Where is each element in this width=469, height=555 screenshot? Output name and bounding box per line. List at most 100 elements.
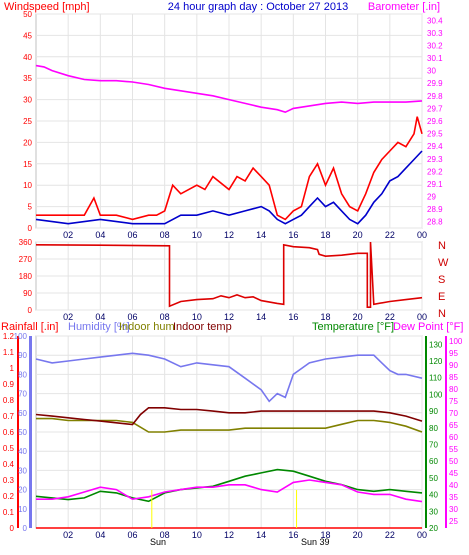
x-tick-label: 14 — [256, 230, 266, 240]
dewpoint-y-tick: 60 — [449, 433, 458, 442]
x-tick-label: 06 — [127, 230, 137, 240]
humidity-axis-title: Humidity [%] — [68, 321, 130, 333]
barometer-axis-title: Barometer [.in] — [368, 1, 440, 13]
dewpoint-axis-bar — [445, 336, 447, 528]
rainfall-axis-bar — [17, 336, 19, 528]
dewpoint-y-tick: 35 — [449, 493, 458, 502]
humidity-y-tick: 50 — [18, 428, 27, 437]
x-tick-label: 06 — [127, 530, 137, 540]
rain-y-tick: 0.1 — [3, 508, 15, 517]
x-tick-label: 18 — [320, 312, 330, 322]
dewpoint-y-tick: 70 — [449, 409, 458, 418]
direction-letter-1: W — [438, 257, 449, 269]
x-tick-label: 00 — [417, 312, 427, 322]
rain-y-tick: 0.9 — [3, 380, 15, 389]
x-tick-label: 16 — [288, 530, 298, 540]
wind-y-tick: 50 — [23, 10, 32, 19]
x-tick-label: 22 — [385, 530, 395, 540]
dewpoint-y-tick: 30 — [449, 505, 458, 514]
x-tick-label: 20 — [353, 312, 363, 322]
wind-y-tick: 40 — [23, 53, 32, 62]
x-tick-label: 18 — [320, 530, 330, 540]
rain-y-tick: 1.2 — [3, 332, 15, 341]
humidity-y-tick: 90 — [18, 351, 27, 360]
baro-y-tick: 30.4 — [427, 16, 443, 25]
direction-y-tick: 180 — [19, 272, 33, 281]
humidity-y-tick: 10 — [18, 505, 27, 514]
windspeed-line — [36, 116, 423, 221]
rainfall-axis-title: Rainfall [.in] — [1, 321, 58, 333]
temperature-y-tick: 80 — [429, 424, 438, 433]
baro-y-tick: 30.2 — [427, 41, 443, 50]
direction-letter-0: N — [438, 240, 446, 252]
temperature-y-tick: 20 — [429, 524, 438, 533]
humidity-y-tick: 30 — [18, 466, 27, 475]
baro-y-tick: 28.8 — [427, 218, 443, 227]
rain-y-tick: 0 — [10, 524, 15, 533]
windspeed-axis-title: Windspeed [mph] — [4, 1, 90, 13]
baro-y-tick: 30.3 — [427, 29, 443, 38]
dewpoint-y-tick: 55 — [449, 445, 458, 454]
humidity-y-tick: 0 — [23, 524, 28, 533]
direction-y-tick: 360 — [19, 238, 33, 247]
x-tick-label: 20 — [353, 230, 363, 240]
x-tick-label: 02 — [63, 230, 73, 240]
barometer-line — [35, 64, 423, 114]
dewpoint-y-tick: 95 — [449, 349, 458, 358]
dewpoint-y-tick: 65 — [449, 421, 458, 430]
rain-y-tick: 1 — [10, 364, 15, 373]
wind-average-line — [35, 150, 423, 225]
humidity-y-tick: 100 — [14, 332, 28, 341]
rain-y-tick: 0.2 — [3, 492, 15, 501]
wind-direction-line — [35, 241, 423, 309]
x-tick-label: 02 — [63, 312, 73, 322]
baro-y-tick: 29.6 — [427, 117, 443, 126]
baro-y-tick: 29.3 — [427, 155, 443, 164]
wind-y-tick: 35 — [23, 74, 32, 83]
dewpoint-y-tick: 100 — [449, 337, 463, 346]
sunrise-label: Sun — [150, 537, 166, 547]
baro-y-tick: 29 — [427, 193, 436, 202]
x-tick-label: 12 — [224, 312, 234, 322]
indoor-hum-title: Indoor hum — [119, 321, 175, 333]
dewpoint-line — [36, 479, 423, 503]
wind-y-tick: 25 — [23, 117, 32, 126]
wind-y-tick: 15 — [23, 160, 32, 169]
humidity-y-tick: 20 — [18, 486, 27, 495]
temperature-y-tick: 90 — [429, 407, 438, 416]
wind-y-tick: 5 — [28, 203, 33, 212]
dewpoint-y-tick: 25 — [449, 517, 458, 526]
x-tick-label: 04 — [95, 530, 105, 540]
x-tick-label: 08 — [160, 230, 170, 240]
dewpoint-axis-title: Dew Point [°F] — [393, 321, 463, 333]
x-tick-label: 22 — [385, 230, 395, 240]
x-tick-label: 10 — [192, 530, 202, 540]
indoor-temp-line — [35, 406, 423, 426]
temperature-y-tick: 40 — [429, 491, 438, 500]
baro-y-tick: 29.9 — [427, 79, 443, 88]
baro-y-tick: 29.5 — [427, 130, 443, 139]
direction-letter-3: E — [438, 291, 445, 303]
x-tick-label: 16 — [288, 312, 298, 322]
temperature-line — [35, 468, 423, 503]
x-tick-label: 18 — [320, 230, 330, 240]
x-tick-label: 06 — [127, 312, 137, 322]
direction-y-tick: 270 — [19, 255, 33, 264]
baro-y-tick: 29.7 — [427, 104, 443, 113]
x-tick-label: 20 — [353, 530, 363, 540]
baro-y-tick: 29.8 — [427, 92, 443, 101]
temperature-y-tick: 60 — [429, 457, 438, 466]
temperature-y-tick: 130 — [429, 340, 443, 349]
x-tick-label: 14 — [256, 530, 266, 540]
direction-y-tick: 90 — [23, 289, 32, 298]
direction-letter-2: S — [438, 274, 445, 286]
temperature-y-tick: 50 — [429, 474, 438, 483]
humidity-axis-bar — [29, 336, 32, 528]
x-tick-label: 22 — [385, 312, 395, 322]
sunset-label: Sun 39 — [301, 537, 330, 547]
temperature-axis-bar — [425, 336, 427, 528]
baro-y-tick: 28.9 — [427, 205, 443, 214]
temperature-y-tick: 30 — [429, 507, 438, 516]
chart-title: 24 hour graph day : October 27 2013 — [168, 1, 348, 13]
